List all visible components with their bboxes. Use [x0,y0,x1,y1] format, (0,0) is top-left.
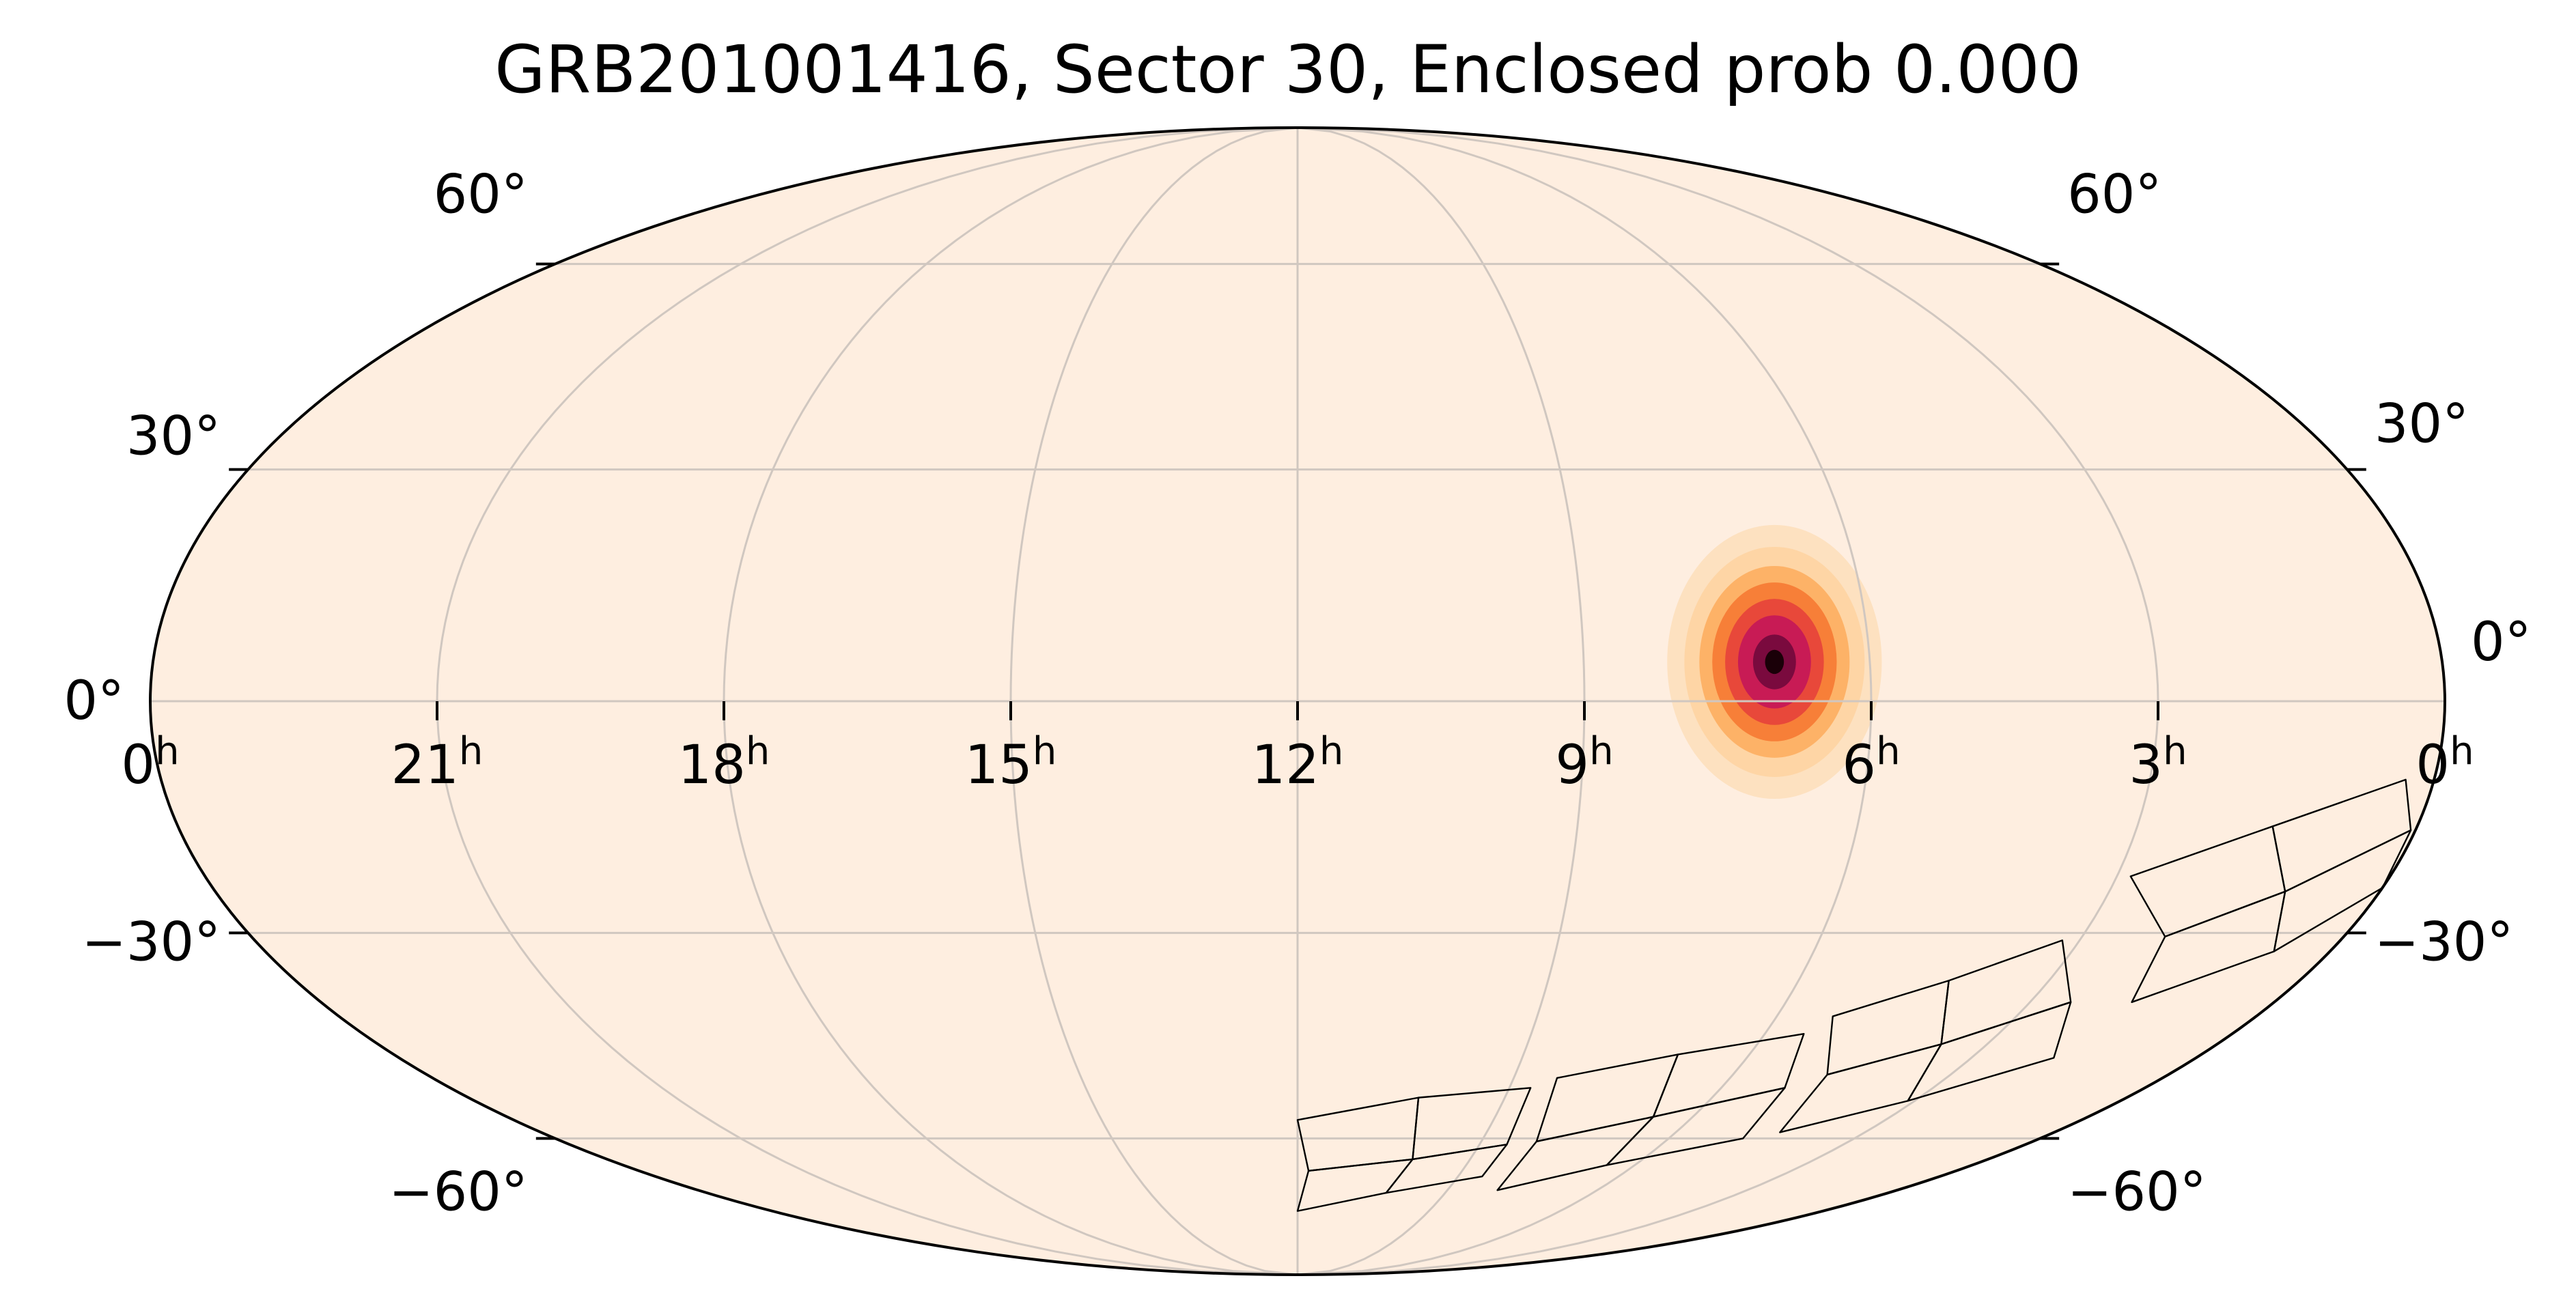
tess-sector-footprint [1296,778,2412,1212]
dec-tick-label: 60° [434,165,528,226]
dec-tick-label: 0° [64,670,124,732]
ccd-outline-16 [1296,1158,1414,1212]
sky-boundary [149,126,2446,1276]
dec-tick-label: −30° [82,911,221,973]
ccd-outline-12 [1496,1116,1655,1191]
dec-tick-label: 0° [2471,612,2532,673]
heat-contour-8 [1765,649,1784,675]
ccd-outline-4 [2131,890,2286,1004]
ra-tick-label: 18h [678,729,770,796]
ra-tick-label: 0h [121,729,179,796]
dec-tick-label: 30° [126,406,221,468]
dec-tick-label: −60° [389,1161,528,1223]
dec-tick-label: −60° [2067,1161,2207,1223]
axis-labels: 0h 21h 18h 15h 12h 9h 6h 3h 0h60°30°0°−30°−60°60… [64,165,2531,1224]
chart-title: GRB201001416, Sector 30, Enclosed prob 0… [494,31,2082,108]
axis-ticks [229,262,2366,1140]
dec-tick-label: −30° [2375,911,2514,973]
dec-tick-label: 60° [2067,165,2161,226]
ccd-outline-8 [1779,1043,1942,1133]
dec-tick-label: 30° [2375,394,2469,455]
probability-heatmap [1667,524,1882,800]
ra-tick-label: 0h [2416,729,2474,796]
